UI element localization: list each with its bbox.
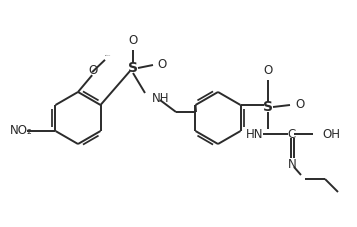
Text: O: O bbox=[89, 64, 98, 77]
Text: O: O bbox=[129, 35, 138, 47]
Text: methoxy: methoxy bbox=[105, 55, 111, 57]
Text: HN: HN bbox=[246, 128, 263, 141]
Text: O: O bbox=[295, 99, 305, 111]
Text: O: O bbox=[263, 64, 273, 77]
Text: O: O bbox=[157, 59, 167, 72]
Text: S: S bbox=[263, 100, 273, 114]
Text: C: C bbox=[287, 128, 295, 141]
Text: N: N bbox=[288, 158, 296, 170]
Text: NH: NH bbox=[152, 91, 170, 104]
Text: S: S bbox=[128, 61, 138, 75]
Text: NO₂: NO₂ bbox=[10, 124, 33, 138]
Text: OH: OH bbox=[322, 128, 340, 141]
